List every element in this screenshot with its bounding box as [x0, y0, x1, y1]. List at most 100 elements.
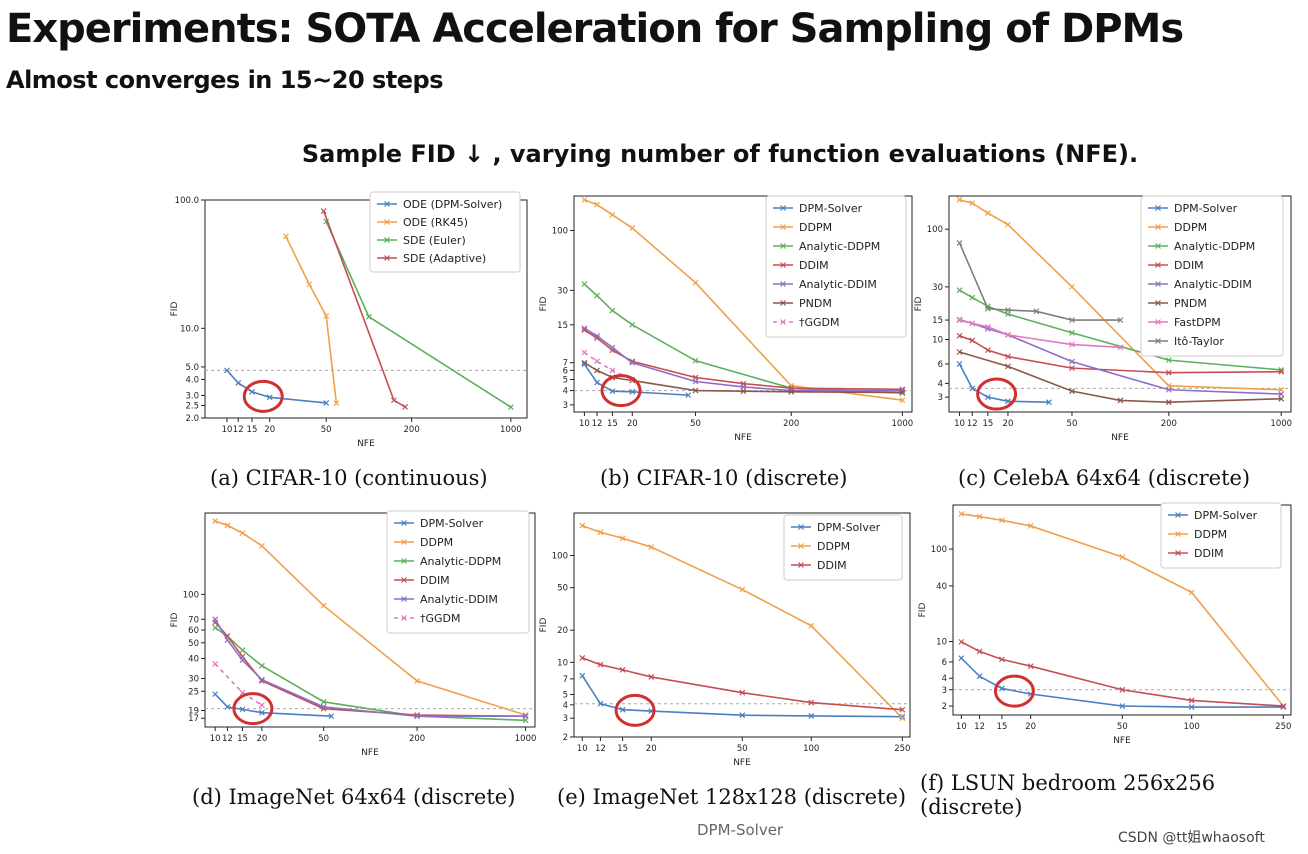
highlight-circle	[993, 674, 1035, 708]
legend-marker	[401, 520, 407, 526]
y-tick-label: 10.0	[180, 324, 199, 334]
y-tick-label: 2	[563, 733, 568, 743]
series-line	[583, 351, 633, 381]
legend-label: SDE (Euler)	[403, 234, 466, 247]
legend-item-ddpm: DDPM	[1148, 221, 1207, 234]
legend-item-analytic-ddpm: Analytic-DDPM	[394, 555, 501, 568]
legend-label: Analytic-DDPM	[420, 555, 501, 568]
data-point	[648, 544, 655, 550]
y-tick-label: 25	[188, 687, 199, 697]
chart-lsun-bedroom: 10 12 15 20 50 100 250 2 3 4 6 10 40 100 NFE FID DPM-Sol…	[918, 502, 1292, 746]
data-point	[333, 400, 340, 407]
legend-item-ggdm: †GGDM	[773, 316, 840, 329]
legend-item-ddpm: DDPM	[791, 540, 850, 553]
y-tick-label: 2	[942, 702, 947, 712]
data-point	[258, 662, 265, 669]
data-point	[984, 347, 991, 354]
data-point	[788, 388, 795, 395]
legend-marker	[780, 319, 786, 325]
data-point	[212, 518, 219, 525]
y-tick-label: 100	[183, 590, 199, 600]
y-tick-label: 100	[552, 226, 568, 236]
x-tick-label: 10	[210, 734, 221, 744]
y-tick-label: 10	[557, 658, 568, 668]
legend-marker	[798, 543, 804, 549]
x-tick-label: 12	[974, 722, 985, 732]
legend-item-analytic-ddim: Analytic-DDIM	[394, 593, 498, 606]
series-ddim	[956, 332, 1285, 376]
x-tick-label: 12	[222, 734, 233, 744]
legend-label: DPM-Solver	[817, 521, 881, 534]
legend: DPM-Solver DDPM DDIM	[783, 514, 903, 581]
data-point	[629, 359, 636, 366]
data-point	[212, 660, 219, 667]
data-point	[899, 397, 906, 404]
legend-marker	[1155, 224, 1161, 230]
data-point	[581, 361, 588, 368]
data-point	[1188, 589, 1195, 596]
series-it-taylor	[956, 240, 1124, 323]
data-point	[976, 513, 983, 520]
legend-marker	[780, 224, 786, 230]
x-tick-label: 200	[783, 419, 799, 429]
y-tick-label: 3	[938, 393, 943, 403]
x-tick-label: 50	[737, 744, 748, 754]
legend-label: ODE (RK45)	[403, 216, 468, 229]
data-point	[692, 279, 699, 286]
data-point	[414, 677, 421, 684]
data-point	[1069, 365, 1075, 372]
series-ode-dpm-solver	[224, 367, 330, 406]
data-point	[685, 392, 692, 399]
legend-marker	[401, 558, 407, 564]
data-point	[1119, 703, 1126, 709]
y-axis-label: FID	[170, 613, 180, 628]
data-point	[609, 211, 616, 218]
legend: DPM-Solver DDPM Analytic-DDPM DDIM Analytic-…	[765, 195, 907, 338]
data-point	[808, 699, 815, 706]
x-tick-label: 1000	[892, 419, 914, 429]
data-point	[328, 713, 335, 720]
chart-celeba-64: 10 12 15 20 50 200 1000346101530100NFEFIDDPM-S…	[914, 195, 1292, 443]
data-point	[239, 647, 246, 654]
data-point	[507, 404, 514, 411]
y-axis-label: FID	[539, 618, 549, 633]
data-point	[984, 394, 991, 401]
data-point	[323, 400, 330, 406]
data-point	[581, 325, 588, 332]
legend-label: DDPM	[799, 221, 832, 234]
legend-item-sde-adaptive: SDE (Adaptive)	[377, 252, 486, 265]
data-point	[956, 316, 963, 323]
legend-marker	[401, 615, 407, 621]
data-point	[1119, 686, 1126, 693]
caption-a: (a) CIFAR-10 (continuous)	[210, 466, 488, 490]
legend-item-ddim: DDIM	[1148, 259, 1204, 272]
series-pndm	[956, 349, 1285, 406]
legend-label: †GGDM	[420, 612, 461, 625]
data-point	[1005, 307, 1011, 313]
legend-item-dpm-solver: DPM-Solver	[1168, 509, 1258, 522]
y-tick-label: 15	[557, 321, 568, 331]
x-tick-label: 1000	[500, 425, 522, 435]
data-point	[224, 637, 231, 643]
x-tick-label: 100	[803, 744, 819, 754]
data-point	[212, 624, 219, 631]
y-axis-label: FID	[539, 297, 549, 312]
data-point	[1027, 523, 1034, 529]
legend-label: PNDM	[799, 297, 832, 310]
data-point	[739, 586, 746, 593]
x-axis-label: NFE	[734, 433, 752, 443]
legend-marker	[780, 262, 786, 268]
series-ddim	[958, 638, 1287, 709]
x-tick-label: 20	[1025, 722, 1036, 732]
legend-marker	[1175, 550, 1181, 556]
data-point	[956, 287, 963, 294]
data-point	[899, 713, 906, 720]
data-point	[629, 321, 636, 328]
data-point	[739, 689, 746, 696]
x-axis-label: NFE	[1111, 433, 1129, 443]
legend-label: DDIM	[1174, 259, 1204, 272]
y-tick-label: 17	[188, 714, 199, 724]
series-ddpm	[956, 196, 1285, 393]
x-tick-label: 200	[404, 425, 420, 435]
series-ddpm	[579, 522, 906, 722]
